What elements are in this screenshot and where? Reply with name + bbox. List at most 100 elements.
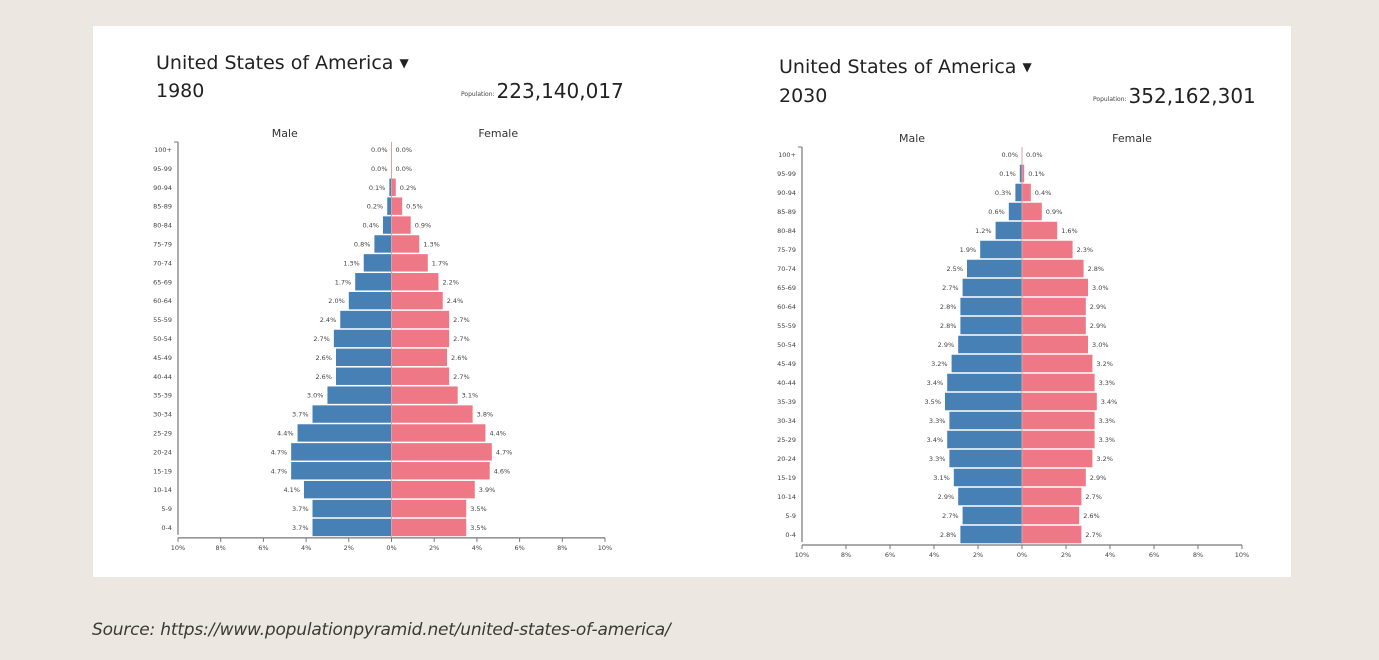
y-tick-label: 35-39 xyxy=(153,392,172,400)
population-label: Population: xyxy=(1093,96,1127,103)
y-tick-label: 55-59 xyxy=(777,322,796,330)
data-label-male: 3.7% xyxy=(292,524,309,532)
y-tick-label: 55-59 xyxy=(153,316,172,324)
data-label-female: 1.7% xyxy=(432,259,449,267)
data-label-female: 3.3% xyxy=(1099,436,1116,444)
y-tick-label: 90-94 xyxy=(153,184,172,192)
bar-female xyxy=(1022,430,1095,449)
x-tick-label: 8% xyxy=(1193,551,1203,559)
data-label-female: 1.3% xyxy=(423,240,440,248)
bar-female xyxy=(391,254,428,272)
population-value: 223,140,017 xyxy=(496,79,624,103)
data-label-female: 2.6% xyxy=(1083,512,1100,520)
bar-male xyxy=(960,316,1022,335)
bar-male xyxy=(312,499,392,518)
y-tick-label: 25-29 xyxy=(777,436,796,444)
data-label-male: 2.0% xyxy=(328,297,345,305)
year-label: 1980 xyxy=(156,80,205,102)
data-label-male: 3.3% xyxy=(929,417,946,425)
bar-male xyxy=(1008,202,1022,221)
bar-male xyxy=(297,424,392,442)
bar-female xyxy=(391,235,420,253)
bar-male xyxy=(960,525,1022,544)
bar-male xyxy=(333,329,392,348)
country-selector[interactable]: United States of America ▼ xyxy=(779,56,1032,78)
country-selector[interactable]: United States of America ▼ xyxy=(156,52,409,74)
y-tick-label: 95-99 xyxy=(777,170,796,178)
data-label-female: 2.7% xyxy=(453,373,470,381)
caret-down-icon[interactable]: ▼ xyxy=(399,56,409,70)
bar-male xyxy=(958,487,1022,506)
bar-female xyxy=(391,424,486,442)
y-tick-label: 80-84 xyxy=(777,227,796,235)
data-label-female: 2.6% xyxy=(451,354,468,362)
data-label-male: 3.7% xyxy=(292,411,309,419)
y-tick-label: 45-49 xyxy=(777,360,796,368)
x-tick-label: 6% xyxy=(1149,551,1159,559)
bar-female xyxy=(1022,373,1095,392)
y-tick-label: 15-19 xyxy=(777,474,796,482)
population-pyramid-chart: Male Female 100+ 0.0% 0.0% 95-99 0.1% 0.1% 90-94… xyxy=(777,132,1249,559)
x-tick-label: 4% xyxy=(301,544,311,552)
bar-male xyxy=(291,443,392,461)
bar-male xyxy=(303,480,392,499)
bar-female xyxy=(391,178,396,196)
bar-male xyxy=(951,354,1022,373)
bar-female xyxy=(1022,449,1093,468)
caret-down-icon[interactable]: ▼ xyxy=(1022,60,1032,74)
bar-female xyxy=(1022,525,1082,544)
data-label-male: 3.3% xyxy=(929,455,946,463)
data-label-female: 0.4% xyxy=(1035,189,1052,197)
bar-male xyxy=(949,449,1022,468)
data-label-male: 0.1% xyxy=(999,170,1016,178)
data-label-male: 1.2% xyxy=(975,227,992,235)
data-label-female: 0.9% xyxy=(415,222,432,230)
bar-female xyxy=(391,329,450,348)
bar-female xyxy=(1022,468,1086,487)
bar-female xyxy=(391,386,458,404)
data-label-female: 4.6% xyxy=(494,467,511,475)
x-tick-label: 0% xyxy=(1017,551,1027,559)
data-label-female: 3.4% xyxy=(1101,398,1118,406)
data-label-male: 2.7% xyxy=(313,335,330,343)
y-tick-label: 50-54 xyxy=(777,341,796,349)
bar-male xyxy=(949,411,1022,430)
y-tick-label: 40-44 xyxy=(153,373,172,381)
bar-male xyxy=(947,430,1022,449)
bar-female xyxy=(1022,221,1058,240)
bar-female xyxy=(1022,316,1086,335)
bar-female xyxy=(391,273,439,291)
y-tick-label: 40-44 xyxy=(777,379,796,387)
data-label-male: 2.6% xyxy=(315,354,332,362)
data-label-female: 2.2% xyxy=(442,278,459,286)
data-label-male: 0.2% xyxy=(367,203,384,211)
y-tick-label: 85-89 xyxy=(777,208,796,216)
data-label-male: 2.8% xyxy=(940,322,957,330)
legend-male: Male xyxy=(899,132,925,145)
data-label-female: 2.7% xyxy=(1085,531,1102,539)
data-label-female: 3.5% xyxy=(470,505,487,513)
data-label-female: 0.1% xyxy=(1028,170,1045,178)
bar-female xyxy=(1022,487,1082,506)
bar-male xyxy=(1019,164,1022,183)
y-tick-label: 65-69 xyxy=(153,278,172,286)
bar-female xyxy=(1022,164,1025,183)
data-label-male: 3.1% xyxy=(933,474,950,482)
bar-male xyxy=(335,367,392,385)
bar-male xyxy=(945,392,1022,411)
data-label-female: 3.3% xyxy=(1099,417,1116,425)
y-tick-label: 5-9 xyxy=(161,505,172,513)
data-label-male: 3.2% xyxy=(931,360,948,368)
bar-female xyxy=(391,443,492,461)
x-tick-label: 10% xyxy=(1235,551,1249,559)
population-label: Population: xyxy=(461,91,495,98)
population-readout: Population: 223,140,017 xyxy=(461,79,624,103)
bar-male xyxy=(389,178,392,196)
data-label-male: 0.0% xyxy=(371,165,388,173)
x-tick-label: 4% xyxy=(472,544,482,552)
data-label-female: 2.8% xyxy=(1088,265,1105,273)
bar-male xyxy=(312,405,392,423)
data-label-male: 0.6% xyxy=(988,208,1005,216)
y-tick-label: 20-24 xyxy=(153,448,172,456)
bar-female xyxy=(391,405,473,423)
